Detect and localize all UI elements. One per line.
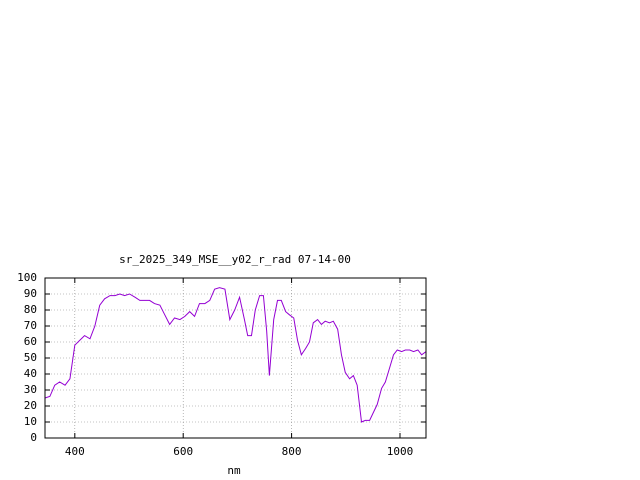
y-tick-label: 0 (30, 431, 37, 444)
y-tick-label: 10 (24, 415, 37, 428)
y-tick-label: 30 (24, 383, 37, 396)
x-tick-label: 600 (173, 445, 193, 458)
data-line (44, 287, 427, 423)
y-tick-label: 100 (17, 271, 37, 284)
y-tick-label: 50 (24, 351, 37, 364)
x-tick-label: 800 (282, 445, 302, 458)
y-tick-label: 70 (24, 319, 37, 332)
x-axis-label: nm (227, 464, 241, 477)
y-tick-label: 90 (24, 287, 37, 300)
y-tick-label: 80 (24, 303, 37, 316)
plot-frame (44, 277, 427, 439)
y-tick-label: 60 (24, 335, 37, 348)
y-tick-label: 20 (24, 399, 37, 412)
x-tick-label: 400 (65, 445, 85, 458)
x-tick-label: 1000 (387, 445, 414, 458)
y-tick-label: 40 (24, 367, 37, 380)
chart-title: sr_2025_349_MSE__y02_r_rad 07-14-00 (119, 253, 351, 266)
